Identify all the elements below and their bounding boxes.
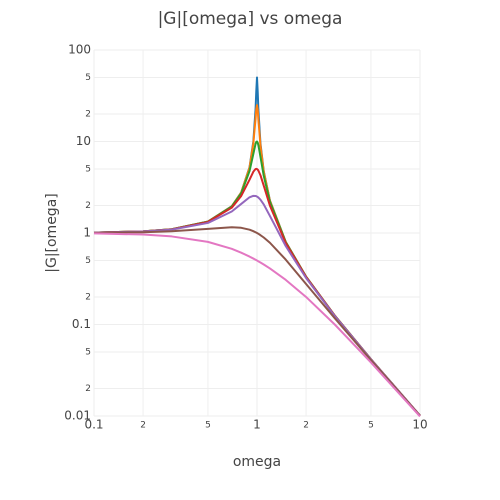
x-tick-label: 1 xyxy=(253,418,261,432)
y-tick-label: 0.1 xyxy=(72,317,91,331)
y-tick-label: 10 xyxy=(76,134,91,148)
series-line xyxy=(93,194,421,417)
y-tick-label: 0.01 xyxy=(64,409,91,423)
y-axis-label: |G|[omega] xyxy=(44,193,60,273)
x-tick-label: 10 xyxy=(412,418,427,432)
y-tick-label: 2 xyxy=(85,201,91,211)
chart-title: |G|[omega] vs omega xyxy=(158,9,343,29)
x-axis-label: omega xyxy=(233,454,281,470)
y-tick-label: 5 xyxy=(85,73,91,83)
y-tick-label: 5 xyxy=(85,256,91,266)
y-tick-label: 5 xyxy=(85,165,91,175)
y-tick-label: 100 xyxy=(68,43,91,57)
series-line xyxy=(93,226,421,417)
x-tick-label: 5 xyxy=(368,421,374,431)
x-tick-label: 2 xyxy=(303,421,309,431)
y-tick-label: 1 xyxy=(83,226,91,240)
y-tick-label: 2 xyxy=(85,292,91,302)
y-tick-label: 2 xyxy=(85,384,91,394)
y-tick-label: 5 xyxy=(85,348,91,358)
y-tick-label: 2 xyxy=(85,109,91,119)
x-tick-label: 2 xyxy=(140,421,146,431)
x-tick-label: 0.1 xyxy=(84,418,103,432)
series-line xyxy=(93,232,421,418)
x-tick-label: 5 xyxy=(205,421,211,431)
